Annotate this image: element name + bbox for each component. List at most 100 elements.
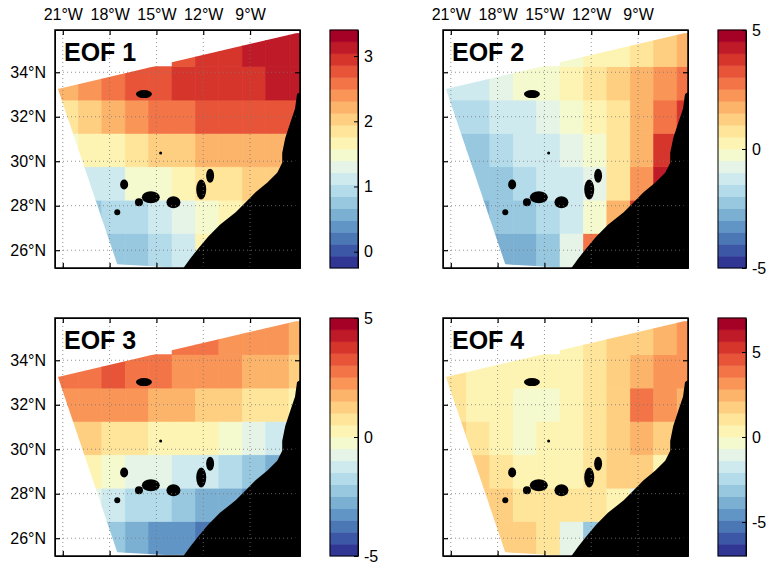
cell [195, 355, 218, 388]
tick-mark [295, 538, 300, 539]
colorbar-frame [718, 30, 746, 268]
island [508, 180, 516, 190]
axis-line [444, 30, 689, 31]
tick [63, 318, 64, 323]
tick [638, 263, 639, 268]
colorbar-axis: -505 [742, 319, 766, 557]
tick-mark [683, 360, 688, 361]
map-frame [443, 318, 688, 556]
island [502, 497, 508, 503]
cell [219, 100, 242, 133]
tick: -5 [742, 260, 766, 277]
map-frame [55, 318, 300, 556]
tick-mark [683, 538, 688, 539]
cell [443, 421, 466, 454]
colorbar-band [718, 508, 746, 520]
grid-line [55, 493, 300, 494]
x-axis-top [56, 318, 301, 323]
tick-label: 26°N [10, 242, 46, 259]
cell [102, 133, 125, 166]
tick [544, 263, 545, 268]
island [196, 179, 206, 199]
colorbar-band [718, 185, 746, 197]
x-axis-bottom [56, 551, 301, 557]
cell [537, 421, 560, 454]
tick-mark [250, 30, 251, 35]
cell [195, 421, 218, 454]
cell [55, 355, 78, 388]
colorbar-band [718, 401, 746, 413]
colorbar-band [330, 209, 358, 221]
colorbar-band [330, 197, 358, 209]
axis-line [443, 319, 444, 557]
axis-line [56, 556, 301, 557]
tick [295, 494, 300, 495]
tick-label: 0 [752, 429, 761, 446]
tick-mark [544, 263, 545, 268]
cell [490, 355, 513, 388]
cell [443, 388, 466, 421]
tick [443, 117, 448, 118]
tick [156, 551, 157, 556]
axis-line [444, 268, 689, 269]
cell [219, 421, 242, 454]
tick: 2 [354, 113, 373, 130]
cell [78, 133, 101, 166]
tick: -5 [742, 514, 766, 531]
cell [513, 234, 536, 267]
cell [78, 355, 101, 388]
cell [490, 234, 513, 267]
coast [571, 92, 688, 268]
tick [638, 318, 639, 323]
tick-mark [354, 252, 358, 253]
cell [219, 355, 242, 388]
grid-line [443, 250, 688, 251]
cell [607, 421, 630, 454]
island [554, 196, 568, 208]
colorbar-band [718, 544, 746, 556]
grid-line [591, 318, 592, 556]
tick [544, 551, 545, 556]
colorbar-band [718, 66, 746, 78]
colorbar-band [330, 485, 358, 497]
colorbar-band [718, 354, 746, 366]
tick: 34°N [10, 352, 60, 369]
cell [443, 355, 466, 388]
tick-mark [683, 449, 688, 450]
cell [607, 388, 630, 421]
tick: 5 [742, 22, 761, 39]
colorbar-band [718, 42, 746, 54]
axis-line [55, 31, 56, 269]
colorbar-axis-line [358, 319, 359, 557]
colorbar-band [718, 78, 746, 90]
cell [654, 33, 677, 66]
tick-mark [55, 250, 60, 251]
cell [490, 100, 513, 133]
tick [683, 449, 688, 450]
panel: EOF 4-505 [443, 318, 766, 557]
cell [443, 100, 466, 133]
cell [583, 33, 606, 66]
tick-label: 34°N [10, 352, 46, 369]
tick-label: 30°N [10, 441, 46, 458]
tick [63, 551, 64, 556]
tick-mark [591, 263, 592, 268]
tick-mark [63, 263, 64, 268]
colorbar-band [718, 244, 746, 256]
tick: 26°N [10, 242, 60, 259]
cell [630, 388, 653, 421]
figure-svg: 21°W18°W15°W12°W9°W26°N28°N30°N32°N34°NE… [0, 0, 775, 574]
cell [172, 67, 195, 100]
island [206, 457, 214, 471]
cell [490, 133, 513, 166]
tick-mark [63, 551, 64, 556]
cell [78, 388, 101, 421]
cell [490, 488, 513, 521]
tick-mark [354, 318, 358, 319]
tick-mark [55, 494, 60, 495]
tick-mark [443, 72, 448, 73]
colorbar-band [330, 101, 358, 113]
tick [451, 263, 452, 268]
tick: 15°W [137, 6, 177, 35]
cell [149, 421, 172, 454]
